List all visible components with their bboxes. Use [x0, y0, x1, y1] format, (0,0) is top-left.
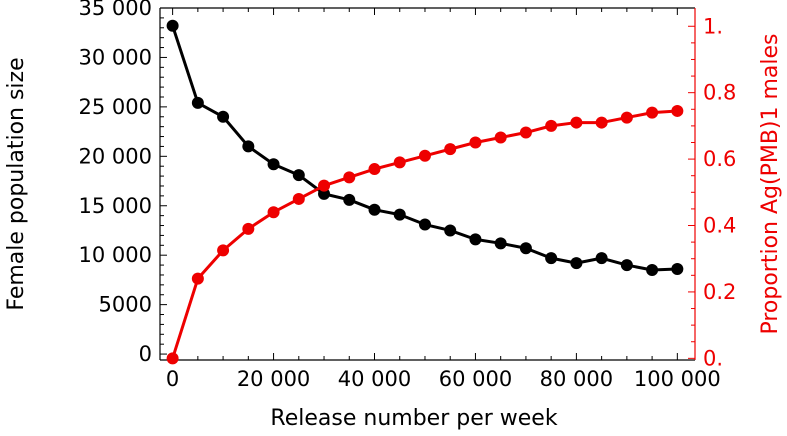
population-data-point: [469, 233, 482, 246]
population-data-point: [166, 19, 179, 32]
right-y-tick-label: 0.6: [703, 147, 736, 171]
right-y-axis-ticks: 0. 0.2 0.4 0.6 0.8 1.: [688, 14, 736, 370]
population-data-point: [494, 237, 507, 250]
proportion-data-point: [418, 149, 431, 162]
population-data-point: [318, 187, 331, 200]
right-y-tick-label: 0.8: [703, 81, 736, 105]
left-y-tick-label: 35 000: [79, 0, 152, 20]
population-data-point: [595, 252, 608, 265]
x-tick-label: 60 000: [439, 367, 512, 391]
proportion-data-point: [292, 192, 305, 205]
left-y-tick-label: 25 000: [79, 95, 152, 119]
proportion-data-point: [318, 179, 331, 192]
proportion-data-point: [620, 111, 633, 124]
population-data-point: [393, 208, 406, 221]
left-y-tick-label: 20 000: [79, 144, 152, 168]
population-data-point: [368, 203, 381, 216]
proportion-data-point: [494, 131, 507, 144]
population-data-point: [418, 218, 431, 231]
proportion-data-point: [444, 143, 457, 156]
proportion-data-point: [469, 136, 482, 149]
left-y-tick-label: 30 000: [79, 45, 152, 69]
proportion-data-point: [242, 222, 255, 235]
population-data-point: [267, 158, 280, 171]
proportion-data-point: [393, 156, 406, 169]
population-data-point: [191, 96, 204, 109]
left-y-axis-ticks: 0 5000 10 000 15 000 20 000 25 000 30 000 35 00…: [79, 0, 167, 366]
right-y-tick-label: 0.2: [703, 280, 736, 304]
population-data-point: [242, 140, 255, 153]
population-data-point: [519, 242, 532, 255]
x-tick-label: 20 000: [237, 367, 310, 391]
plot-frame: [159, 7, 696, 361]
left-y-tick-label: 10 000: [79, 243, 152, 267]
x-tick-label: 80 000: [540, 367, 613, 391]
proportion-data-point: [545, 119, 558, 132]
population-data-point: [545, 252, 558, 265]
proportion-data-point: [671, 104, 684, 117]
population-data-point: [217, 110, 230, 123]
proportion-data-point: [595, 116, 608, 129]
proportion-data-point: [343, 171, 356, 184]
population-data-point: [646, 264, 659, 277]
population-data-point: [343, 193, 356, 206]
population-data-point: [292, 169, 305, 182]
proportion-data-point: [570, 116, 583, 129]
right-y-tick-label: 0.4: [703, 214, 736, 238]
left-y-tick-label: 0: [139, 342, 152, 366]
series-layer: [166, 19, 684, 365]
x-tick-label: 0: [166, 367, 179, 391]
right-y-tick-label: 1.: [703, 14, 723, 38]
population-data-point: [570, 257, 583, 270]
x-axis-ticks: 0 20 000 40 000 60 000 80 000 100 000: [166, 8, 721, 391]
x-tick-label: 40 000: [338, 367, 411, 391]
proportion-data-point: [519, 126, 532, 139]
left-y-tick-label: 15 000: [79, 194, 152, 218]
left-y-tick-label: 5000: [99, 293, 152, 317]
population-data-point: [444, 224, 457, 237]
right-y-axis-title: Proportion Ag(PMB)1 males: [758, 33, 783, 334]
proportion-data-point: [368, 163, 381, 176]
x-tick-label: 100 000: [634, 367, 721, 391]
proportion-data-point: [646, 106, 659, 119]
x-axis-title: Release number per week: [270, 406, 557, 431]
population-data-point: [620, 259, 633, 272]
proportion-data-point: [166, 352, 179, 365]
left-y-axis-title: Female population size: [4, 57, 29, 310]
proportion-data-point: [191, 272, 204, 285]
population-data-point: [671, 263, 684, 276]
proportion-data-point: [217, 244, 230, 257]
right-y-tick-label: 0.: [703, 346, 723, 370]
proportion-data-point: [267, 206, 280, 219]
